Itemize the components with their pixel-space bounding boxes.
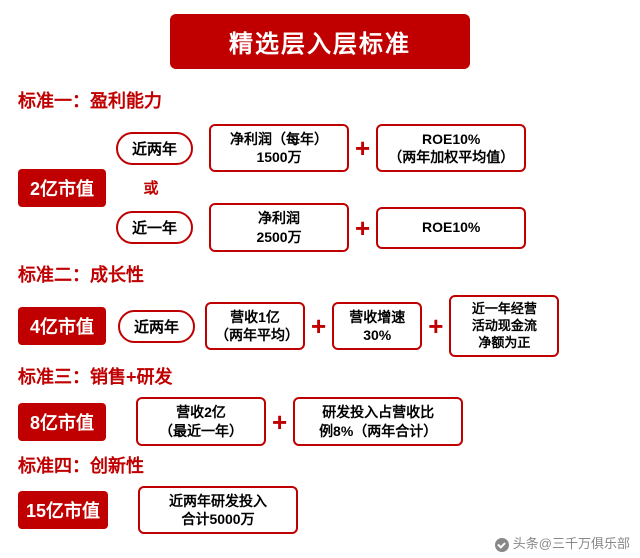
std2-box3: 近一年经营 活动现金流 净额为正 <box>449 295 559 358</box>
std1-heading: 标准一：盈利能力 <box>18 87 622 113</box>
text: 营收2亿 <box>176 403 226 421</box>
std4-mcap: 15亿市值 <box>18 491 108 529</box>
text: 合计5000万 <box>181 510 254 528</box>
std3-mcap: 8亿市值 <box>18 403 106 441</box>
std2-heading: 标准二：成长性 <box>18 261 622 287</box>
text: 营收增速 <box>349 308 405 326</box>
check-icon <box>495 538 509 552</box>
text: 2500万 <box>256 228 301 246</box>
page-title: 精选层入层标准 <box>170 14 470 69</box>
std1-mcap: 2亿市值 <box>18 169 106 207</box>
std1-period-a: 近两年 <box>116 132 193 165</box>
plus-icon: + <box>428 313 443 339</box>
watermark: 头条@三千万俱乐部 <box>495 533 630 552</box>
std1-b-box1: 净利润 2500万 <box>209 203 349 251</box>
std3-box2: 研发投入占营收比 例8%（两年合计） <box>293 397 463 445</box>
std3-box1: 营收2亿 （最近一年） <box>136 397 266 445</box>
std3-heading: 标准三：销售+研发 <box>18 363 622 389</box>
std2-row: 4亿市值 近两年 营收1亿 （两年平均） + 营收增速 30% + 近一年经营 … <box>18 295 622 358</box>
std4-box1: 近两年研发投入 合计5000万 <box>138 486 298 534</box>
text: 30% <box>363 326 391 344</box>
std3-row: 8亿市值 营收2亿 （最近一年） + 研发投入占营收比 例8%（两年合计） <box>18 397 622 445</box>
text: （两年加权平均值） <box>388 148 514 166</box>
text: （最近一年） <box>159 422 243 440</box>
plus-icon: + <box>272 409 287 435</box>
std2-box1: 营收1亿 （两年平均） <box>205 302 305 350</box>
std4-heading: 标准四：创新性 <box>18 452 622 478</box>
text: 净利润 <box>258 209 300 227</box>
text: 例8%（两年合计） <box>319 422 437 440</box>
text: ROE10% <box>422 130 480 148</box>
text: 活动现金流 <box>472 318 537 335</box>
std1-a-box1: 净利润（每年） 1500万 <box>209 124 349 172</box>
text: 近一年经营 <box>472 301 537 318</box>
text: 营收1亿 <box>230 308 280 326</box>
text: 净额为正 <box>478 335 530 352</box>
std1-or: 或 <box>116 177 186 198</box>
std1-b-box2: ROE10% <box>376 207 526 249</box>
plus-icon: + <box>355 215 370 241</box>
plus-icon: + <box>311 313 326 339</box>
text: ROE10% <box>422 218 480 236</box>
std1-a-box2: ROE10% （两年加权平均值） <box>376 124 526 172</box>
watermark-text: 头条@三千万俱乐部 <box>513 536 630 551</box>
std1-period-b: 近一年 <box>116 211 193 244</box>
text: 1500万 <box>256 148 301 166</box>
std2-box2: 营收增速 30% <box>332 302 422 350</box>
plus-icon: + <box>355 135 370 161</box>
std2-period: 近两年 <box>118 310 195 343</box>
text: 研发投入占营收比 <box>322 403 434 421</box>
std1-row: 2亿市值 近两年 净利润（每年） 1500万 + ROE10% （两年加权平均值… <box>18 121 622 255</box>
std4-row: 15亿市值 近两年研发投入 合计5000万 <box>18 486 622 534</box>
std2-mcap: 4亿市值 <box>18 307 106 345</box>
text: （两年平均） <box>215 326 295 344</box>
text: 净利润（每年） <box>230 130 328 148</box>
text: 近两年研发投入 <box>169 492 267 510</box>
